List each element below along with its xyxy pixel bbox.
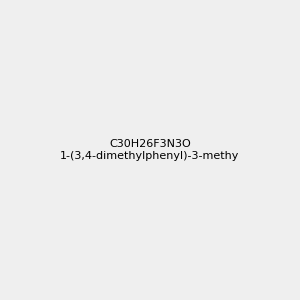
Text: C30H26F3N3O
1-(3,4-dimethylphenyl)-3-methy: C30H26F3N3O 1-(3,4-dimethylphenyl)-3-met… — [60, 139, 240, 161]
